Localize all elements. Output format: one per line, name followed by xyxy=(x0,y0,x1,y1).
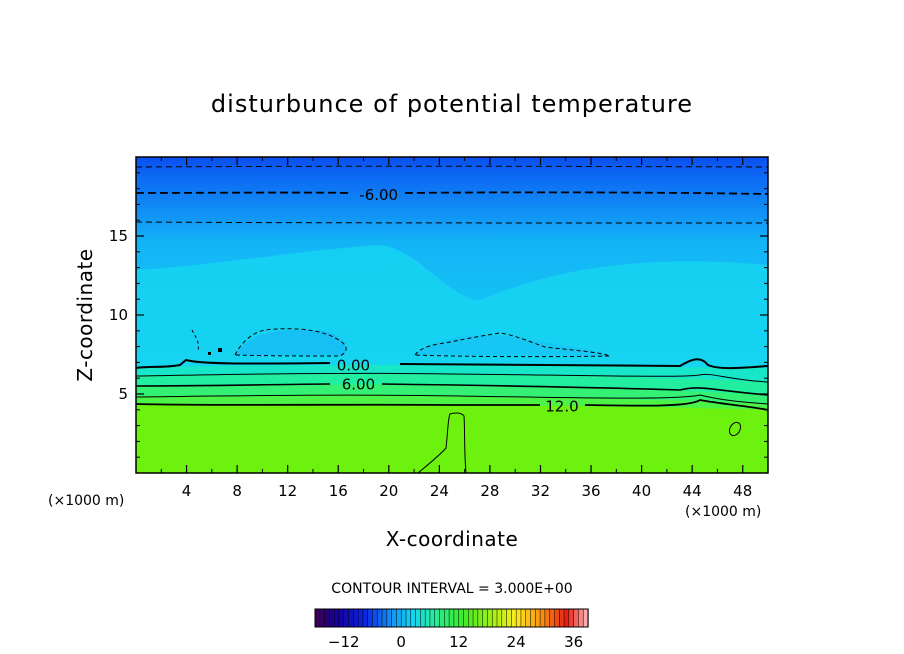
colorbar-cell xyxy=(391,608,398,628)
chart-title: disturbunce of potential temperature xyxy=(211,90,693,118)
colorbar-cell xyxy=(573,608,580,628)
colorbar-cell xyxy=(357,608,364,628)
colorbar-cell xyxy=(539,608,546,628)
x-tick-label: 4 xyxy=(182,482,192,500)
colorbar-tick-label: 12 xyxy=(449,633,468,651)
contour-label: 12.0 xyxy=(545,398,578,416)
colorbar-cell xyxy=(482,608,489,628)
colorbar-cell xyxy=(563,608,570,628)
x-tick-label: 12 xyxy=(278,482,297,500)
contour-field xyxy=(136,157,768,473)
colorbar-cell xyxy=(515,608,522,628)
colorbar-cell xyxy=(530,608,536,628)
colorbar-cell xyxy=(453,608,460,628)
contour-label: 6.00 xyxy=(342,376,375,394)
colorbar-cell xyxy=(410,608,417,628)
colorbar-cell xyxy=(377,608,383,628)
colorbar-cell xyxy=(429,608,436,628)
colorbar-cell xyxy=(554,608,560,628)
colorbar-cell xyxy=(468,608,474,628)
colorbar-cell xyxy=(367,608,374,628)
x-tick-label: 28 xyxy=(480,482,499,500)
colorbar-cell xyxy=(400,608,407,628)
x-tick-label: 16 xyxy=(329,482,348,500)
colorbar-cell xyxy=(491,608,498,628)
colorbar-cell xyxy=(353,608,359,628)
colorbar-cell xyxy=(477,608,484,628)
colorbar-cell xyxy=(578,608,584,628)
colorbar-cell xyxy=(319,608,326,628)
colorbar-cell xyxy=(348,608,354,628)
colorbar-cell xyxy=(501,608,508,628)
x-tick-label: 8 xyxy=(232,482,242,500)
x-axis-unit-left: (×1000 m) xyxy=(48,493,124,509)
colorbar-cell xyxy=(463,608,469,628)
x-tick-label: 48 xyxy=(733,482,752,500)
colorbar-frame xyxy=(314,608,589,628)
colorbar-cell xyxy=(396,608,402,628)
colorbar-tick-label: 36 xyxy=(564,633,583,651)
colorbar-cell xyxy=(472,608,479,628)
x-tick-label: 36 xyxy=(581,482,600,500)
colorbar-cell xyxy=(549,608,556,628)
x-tick-label: 44 xyxy=(683,482,702,500)
x-axis-label: X-coordinate xyxy=(386,527,519,551)
colorbar-cell xyxy=(544,608,551,628)
colorbar-cell xyxy=(324,608,331,628)
y-axis-label: Z-coordinate xyxy=(73,248,97,381)
colorbar-cell xyxy=(405,608,412,628)
colorbar-cell xyxy=(511,608,517,628)
x-tick-label: 40 xyxy=(632,482,651,500)
colorbar-cell xyxy=(448,608,455,628)
x-tick-label: 20 xyxy=(379,482,398,500)
colorbar-cell xyxy=(444,608,450,628)
contour-label: -6.00 xyxy=(359,186,398,204)
colorbar-cell xyxy=(415,608,422,628)
x-axis-unit-right: (×1000 m) xyxy=(685,504,761,520)
colorbar-tick-label: 0 xyxy=(396,633,406,651)
colorbar-cell xyxy=(381,608,388,628)
colorbar-cell xyxy=(343,608,350,628)
colorbar-cell xyxy=(420,608,426,628)
colorbar-cell xyxy=(568,608,575,628)
colorbar-cell xyxy=(362,608,369,628)
colorbar-cell xyxy=(487,608,493,628)
colorbar-cell xyxy=(458,608,465,628)
colorbar-cell xyxy=(329,608,335,628)
colorbar-cell xyxy=(386,608,393,628)
colorbar-cell xyxy=(333,608,340,628)
y-tick-label: 15 xyxy=(109,227,128,245)
colorbar-cell xyxy=(520,608,527,628)
contour-label: 0.00 xyxy=(337,357,370,375)
colorbar-cell xyxy=(525,608,532,628)
x-tick-label: 32 xyxy=(531,482,550,500)
colorbar-cell xyxy=(314,608,321,628)
colorbar-cell xyxy=(496,608,503,628)
colorbar-cell xyxy=(506,608,513,628)
colorbar-cell xyxy=(439,608,445,628)
contour-interval-label: CONTOUR INTERVAL = 3.000E+00 xyxy=(331,581,572,597)
colorbar-cell xyxy=(559,608,565,628)
y-tick-label: 5 xyxy=(118,385,128,403)
colorbar-cell xyxy=(535,608,541,628)
colorbar xyxy=(314,608,589,628)
colorbar-cell xyxy=(338,608,345,628)
x-tick-label: 24 xyxy=(430,482,449,500)
colorbar-cell xyxy=(424,608,431,628)
y-tick-label: 10 xyxy=(109,306,128,324)
colorbar-tick-label: 24 xyxy=(507,633,526,651)
colorbar-tick-label: −12 xyxy=(328,633,360,651)
colorbar-cell xyxy=(372,608,378,628)
colorbar-cell xyxy=(434,608,441,628)
